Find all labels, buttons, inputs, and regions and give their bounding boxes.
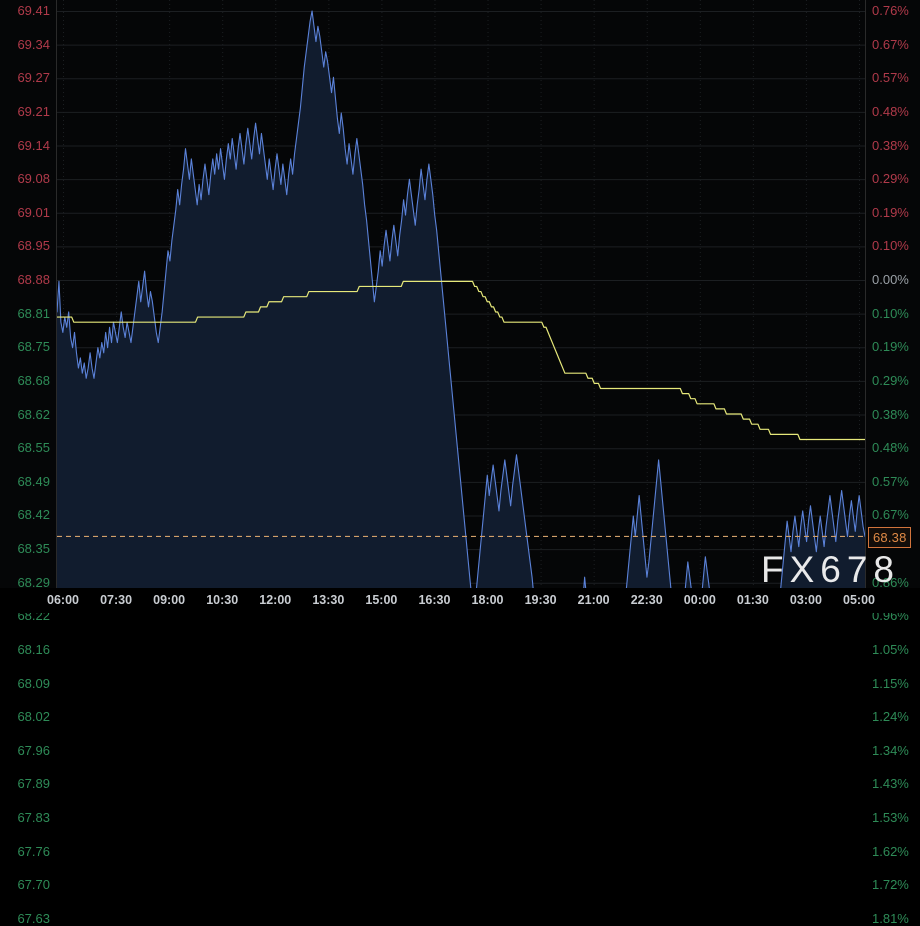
time-axis-tick: 12:00 <box>259 593 292 607</box>
right-axis-tick: 0.48% <box>872 440 909 456</box>
right-axis-tick: 0.10% <box>872 305 909 321</box>
time-axis-tick: 07:30 <box>100 593 133 607</box>
time-axis-tick: 18:00 <box>471 593 504 607</box>
left-axis-tick: 68.09 <box>17 675 50 691</box>
left-axis-tick: 68.88 <box>17 272 50 288</box>
right-axis-tick: 0.29% <box>872 372 909 388</box>
left-axis-tick: 68.16 <box>17 641 50 657</box>
right-axis-tick: 0.76% <box>872 3 909 18</box>
left-axis-tick: 69.01 <box>17 204 50 220</box>
right-axis-tick: 0.10% <box>872 238 909 254</box>
left-axis-tick: 68.49 <box>17 473 50 489</box>
plot-area[interactable] <box>57 0 865 588</box>
time-axis-tick: 01:30 <box>736 593 769 607</box>
left-axis-tick: 69.27 <box>17 70 50 86</box>
right-axis-tick: 1.62% <box>872 843 909 859</box>
right-axis-tick: 1.34% <box>872 742 909 758</box>
time-axis-tick: 13:30 <box>312 593 345 607</box>
watermark-logo: FX678 <box>760 549 900 590</box>
right-axis-tick: 0.29% <box>872 171 909 187</box>
right-axis-tick: 1.53% <box>872 810 909 826</box>
right-axis-tick: 0.67% <box>872 36 909 52</box>
right-axis-tick: 0.48% <box>872 103 909 119</box>
right-axis-tick: 1.81% <box>872 911 909 926</box>
time-axis-tick: 10:30 <box>206 593 239 607</box>
left-axis-tick: 69.14 <box>17 137 50 153</box>
right-axis-spine <box>865 0 866 588</box>
left-axis-tick: 69.21 <box>17 103 50 119</box>
left-axis-tick: 68.81 <box>17 305 50 321</box>
time-axis-tick: 15:00 <box>365 593 398 607</box>
right-axis-tick: 0.19% <box>872 339 909 355</box>
left-axis-tick: 68.35 <box>17 541 50 557</box>
left-axis-tick: 67.70 <box>17 877 50 893</box>
right-axis-tick: 0.19% <box>872 204 909 220</box>
left-axis-tick: 67.76 <box>17 843 50 859</box>
right-axis-tick: 1.43% <box>872 776 909 792</box>
right-axis-tick: 0.38% <box>872 406 909 422</box>
time-axis-tick: 06:00 <box>47 593 79 607</box>
left-axis-tick: 68.55 <box>17 440 50 456</box>
left-axis-tick: 69.08 <box>17 171 50 187</box>
left-axis-tick: 68.02 <box>17 709 50 725</box>
time-axis-tick: 00:00 <box>683 593 716 607</box>
left-axis-tick: 69.41 <box>17 3 50 18</box>
right-axis-tick: 0.00% <box>872 272 909 288</box>
time-axis-tick: 16:30 <box>418 593 451 607</box>
plot-svg <box>57 0 865 588</box>
right-axis-tick: 0.57% <box>872 70 909 86</box>
right-axis-tick: 0.86% <box>872 574 909 590</box>
left-axis-tick: 68.29 <box>17 574 50 590</box>
left-axis-tick: 68.62 <box>17 406 50 422</box>
last-price-badge: 68.38 <box>868 527 911 549</box>
left-axis-tick: 68.42 <box>17 507 50 523</box>
right-axis-tick: 1.24% <box>872 709 909 725</box>
left-axis-tick: 67.89 <box>17 776 50 792</box>
time-axis-tick: 09:00 <box>153 593 186 607</box>
time-axis-tick: 05:00 <box>843 593 875 607</box>
right-axis-tick: 0.57% <box>872 473 909 489</box>
time-axis-tick: 22:30 <box>630 593 663 607</box>
left-axis-tick: 67.63 <box>17 911 50 926</box>
left-axis-spine <box>56 0 57 588</box>
left-axis-tick: 67.96 <box>17 742 50 758</box>
right-axis-tick: 1.05% <box>872 641 909 657</box>
time-axis-tick: 19:30 <box>524 593 557 607</box>
time-axis-tick: 21:00 <box>577 593 610 607</box>
right-axis-tick: 0.38% <box>872 137 909 153</box>
time-axis-tick: 03:00 <box>789 593 822 607</box>
right-axis-tick: 1.72% <box>872 877 909 893</box>
left-axis-tick: 68.68 <box>17 372 50 388</box>
time-axis: 06:00 07:30 09:00 10:30 12:00 13:30 15:00 16:30… <box>0 588 920 613</box>
right-axis-tick: 0.67% <box>872 507 909 523</box>
left-axis-tick: 68.75 <box>17 339 50 355</box>
left-axis-tick: 67.83 <box>17 810 50 826</box>
left-axis-tick: 69.34 <box>17 36 50 52</box>
left-axis-tick: 68.95 <box>17 238 50 254</box>
right-axis-tick: 1.15% <box>872 675 909 691</box>
